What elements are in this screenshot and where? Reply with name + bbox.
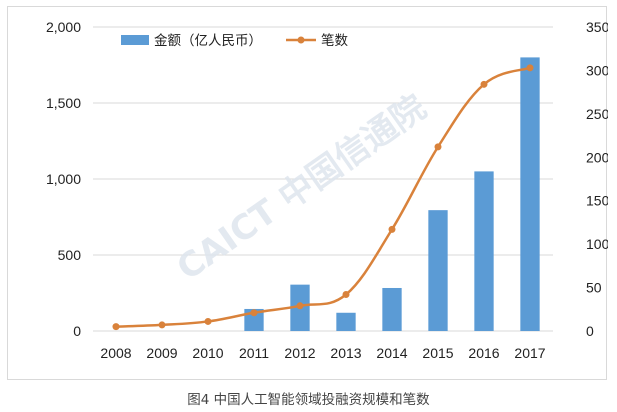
x-tick-label: 2016 [468, 345, 499, 361]
series-line [115, 66, 531, 328]
chart-svg: CAICT 中国信通院 0 500 1,000 1,500 2,000 0 50 100 150… [46, 19, 608, 361]
bar [428, 210, 448, 331]
line-point [342, 291, 350, 299]
line-point [526, 64, 534, 72]
y-left-tick-label: 500 [58, 247, 82, 263]
y-right-tick-label: 250 [586, 106, 608, 122]
watermark: CAICT 中国信通院 [170, 87, 434, 288]
x-tick-label: 2011 [239, 345, 269, 361]
x-tick-label: 2012 [284, 345, 315, 361]
line-point [112, 323, 120, 331]
bar [336, 312, 356, 331]
y-left-tick-label: 0 [73, 323, 81, 339]
legend-swatch-bar [121, 35, 149, 45]
y-left-tick-label: 1,500 [46, 95, 81, 111]
bar [474, 171, 494, 331]
x-tick-label: 2017 [514, 345, 545, 361]
y-right-tick-label: 150 [586, 193, 608, 209]
line-point [296, 302, 304, 310]
x-tick-label: 2009 [146, 345, 177, 361]
y-right-tick-label: 100 [586, 236, 608, 252]
y-right-tick-label: 0 [586, 323, 594, 339]
axis-layer: 0 500 1,000 1,500 2,000 0 50 100 150 200 250 300 350… [46, 19, 608, 361]
y-right-tick-label: 350 [586, 19, 608, 35]
figure-caption: 图4 中国人工智能领域投融资规模和笔数 [187, 392, 430, 408]
bars-layer [244, 57, 540, 332]
y-right-tick-label: 200 [586, 149, 608, 165]
y-right-tick-label: 300 [586, 62, 608, 78]
line-point [204, 317, 212, 325]
line-point [250, 309, 258, 317]
line-point [388, 225, 396, 233]
legend-label-bar: 金额（亿人民币） [154, 33, 262, 49]
bar [382, 287, 402, 331]
chart-frame: CAICT 中国信通院 0 500 1,000 1,500 2,000 0 50 100 150… [7, 6, 608, 380]
legend-swatch-marker [297, 36, 305, 44]
y-left-tick-label: 2,000 [46, 19, 81, 35]
legend: 金额（亿人民币） 笔数 [121, 33, 348, 49]
x-tick-label: 2008 [100, 345, 131, 361]
x-tick-label: 2013 [330, 345, 361, 361]
x-tick-label: 2010 [192, 345, 223, 361]
legend-label-line: 笔数 [321, 33, 348, 49]
line-layer [112, 64, 534, 331]
line-point [480, 80, 488, 88]
x-tick-label: 2015 [422, 345, 453, 361]
bar [520, 57, 540, 332]
y-left-tick-label: 1,000 [46, 171, 81, 187]
line-point [158, 321, 166, 329]
y-right-tick-label: 50 [586, 280, 602, 296]
line-point [434, 143, 442, 151]
x-tick-label: 2014 [376, 345, 407, 361]
